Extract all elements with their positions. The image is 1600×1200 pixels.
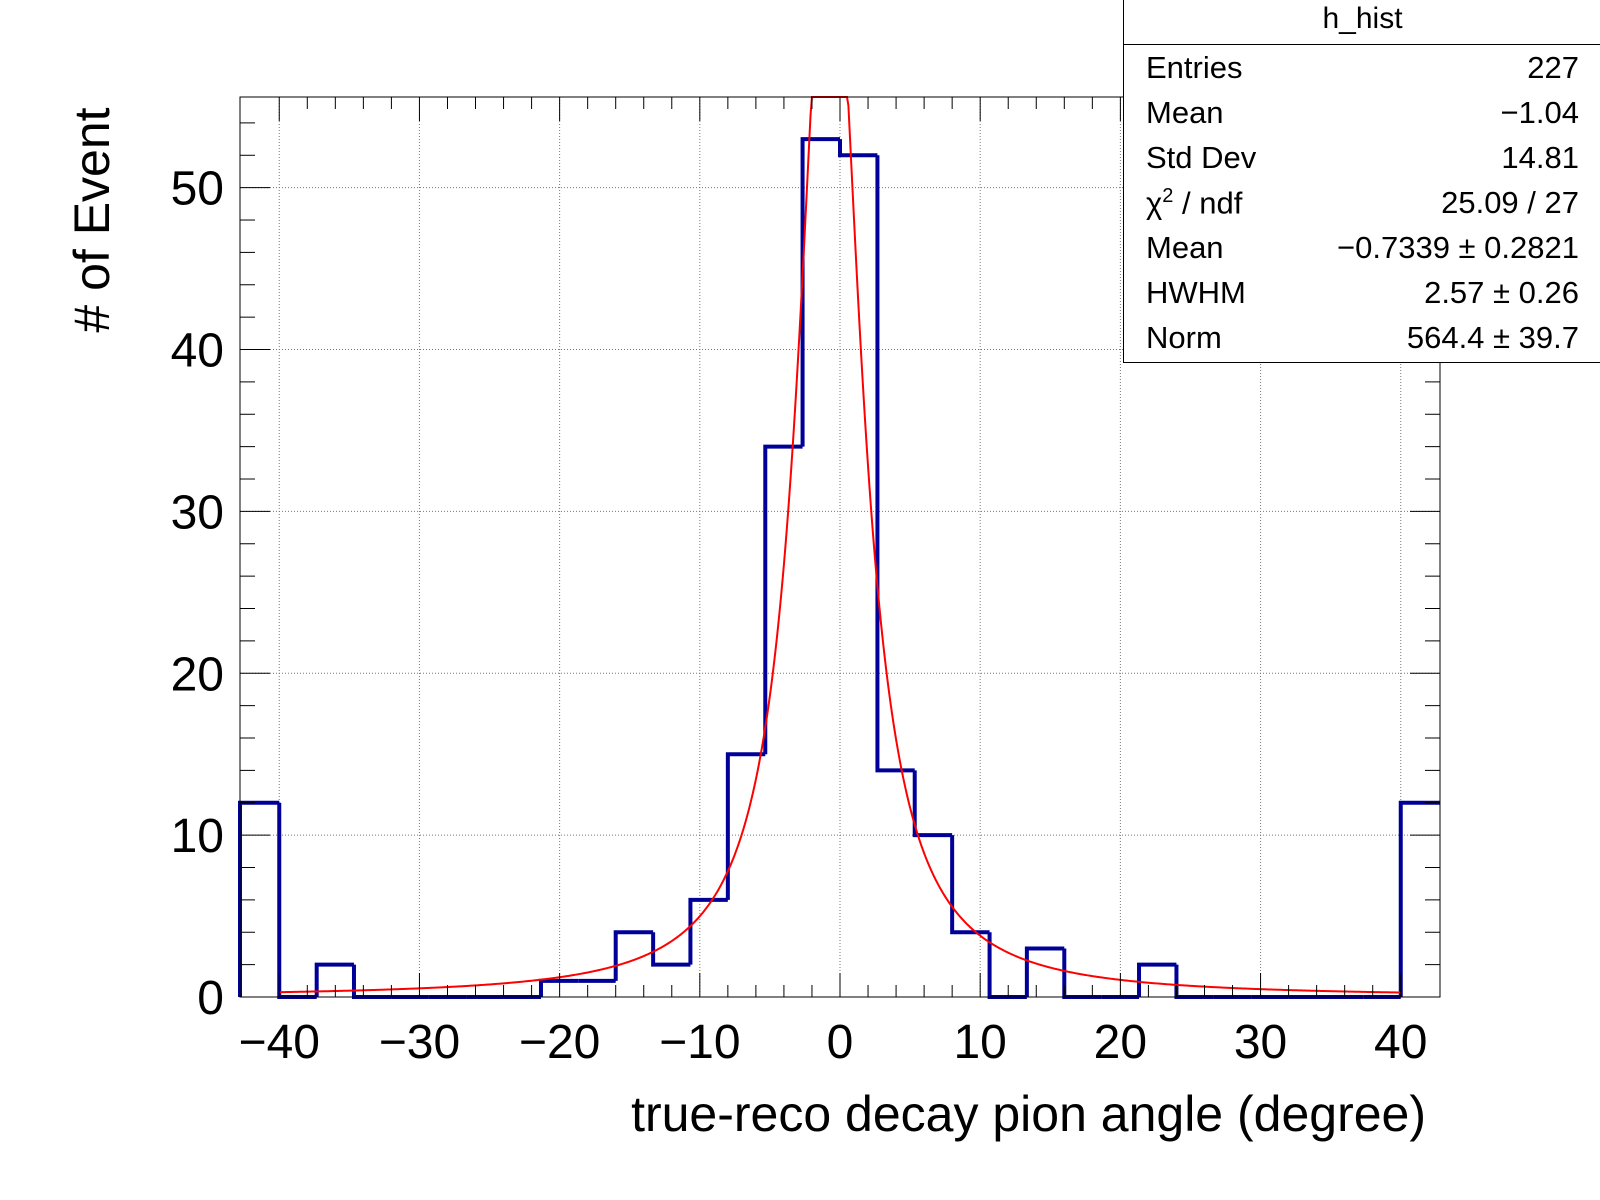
stats-row-value: 14.81 (1501, 140, 1579, 175)
histogram-bin (538, 978, 579, 997)
stats-row-key: Mean (1146, 230, 1224, 265)
histogram-bin (1024, 946, 1065, 997)
x-axis-label: true-reco decay pion angle (degree) (631, 1086, 1426, 1142)
x-tick-label: 0 (827, 1016, 854, 1069)
x-tick-label: −30 (379, 1016, 460, 1069)
stats-row-key-superscript: 2 (1162, 185, 1174, 207)
stats-row-key: χ2 / ndf (1146, 185, 1243, 221)
stats-row-key: Mean (1146, 95, 1224, 130)
stats-row-key: HWHM (1146, 275, 1246, 310)
y-tick-label: 50 (171, 163, 224, 216)
stats-row-value: 2.57 ± 0.26 (1424, 275, 1579, 310)
y-tick-label: 40 (171, 325, 224, 378)
stats-row: Std Dev 14.81 (1146, 140, 1579, 180)
stats-row-value: 227 (1527, 50, 1579, 85)
stats-row-key: Std Dev (1146, 140, 1257, 175)
x-tick-label: 10 (953, 1016, 1006, 1069)
histogram-bin (875, 155, 915, 773)
grid-lines (240, 97, 1440, 997)
histogram-bin (314, 962, 354, 997)
histogram-bin (838, 139, 878, 158)
histogram-bin (651, 932, 691, 967)
x-tick-label: −20 (519, 1016, 600, 1069)
stats-row-value: 564.4 ± 39.7 (1406, 320, 1579, 355)
y-tick-label: 10 (171, 810, 224, 863)
stats-row: Entries 227 (1146, 50, 1579, 90)
y-tick-label: 0 (197, 972, 224, 1025)
stats-row-value: 25.09 / 27 (1441, 185, 1579, 220)
histogram-bin (1174, 964, 1214, 999)
x-tick-label: −10 (659, 1016, 740, 1069)
stats-box-divider (1124, 44, 1600, 45)
histogram-bin (613, 930, 654, 981)
stats-box-title: h_hist (1322, 2, 1403, 35)
stats-row-value: −1.04 (1500, 95, 1579, 130)
y-tick-labels: 0 10 20 30 40 50 (171, 163, 224, 1025)
x-tick-label: 40 (1374, 1016, 1427, 1069)
stats-row: χ2 / ndf 25.09 / 27 (1146, 185, 1579, 225)
y-tick-label: 30 (171, 486, 224, 539)
histogram-bin (277, 802, 317, 999)
x-tick-labels: −40 −30 −20 −10 0 10 20 30 40 (239, 1016, 1428, 1069)
histogram-bin (688, 897, 728, 965)
stats-row-key: Entries (1146, 50, 1243, 85)
stats-row-value: −0.7339 ± 0.2821 (1337, 230, 1579, 265)
histogram-bin (950, 835, 990, 935)
stats-row: Mean −0.7339 ± 0.2821 (1146, 230, 1579, 270)
y-tick-label: 20 (171, 648, 224, 701)
stats-row: Norm 564.4 ± 39.7 (1146, 320, 1579, 360)
x-tick-label: 20 (1094, 1016, 1147, 1069)
stats-row-key: Norm (1146, 320, 1222, 355)
histogram-bin (912, 770, 953, 838)
histogram-bin (763, 444, 803, 755)
histogram-bin (725, 752, 766, 900)
x-tick-label: −40 (239, 1016, 320, 1069)
histogram-bin (1137, 962, 1177, 997)
histogram-bin (800, 137, 840, 447)
stats-row: HWHM 2.57 ± 0.26 (1146, 275, 1579, 315)
stats-box: h_hist Entries 227 Mean −1.04 Std Dev 14.81 χ2… (1123, 0, 1600, 363)
y-axis-label: # of Event (64, 107, 120, 333)
histogram-bin (351, 964, 392, 999)
stats-row: Mean −1.04 (1146, 95, 1579, 135)
x-tick-label: 30 (1234, 1016, 1287, 1069)
